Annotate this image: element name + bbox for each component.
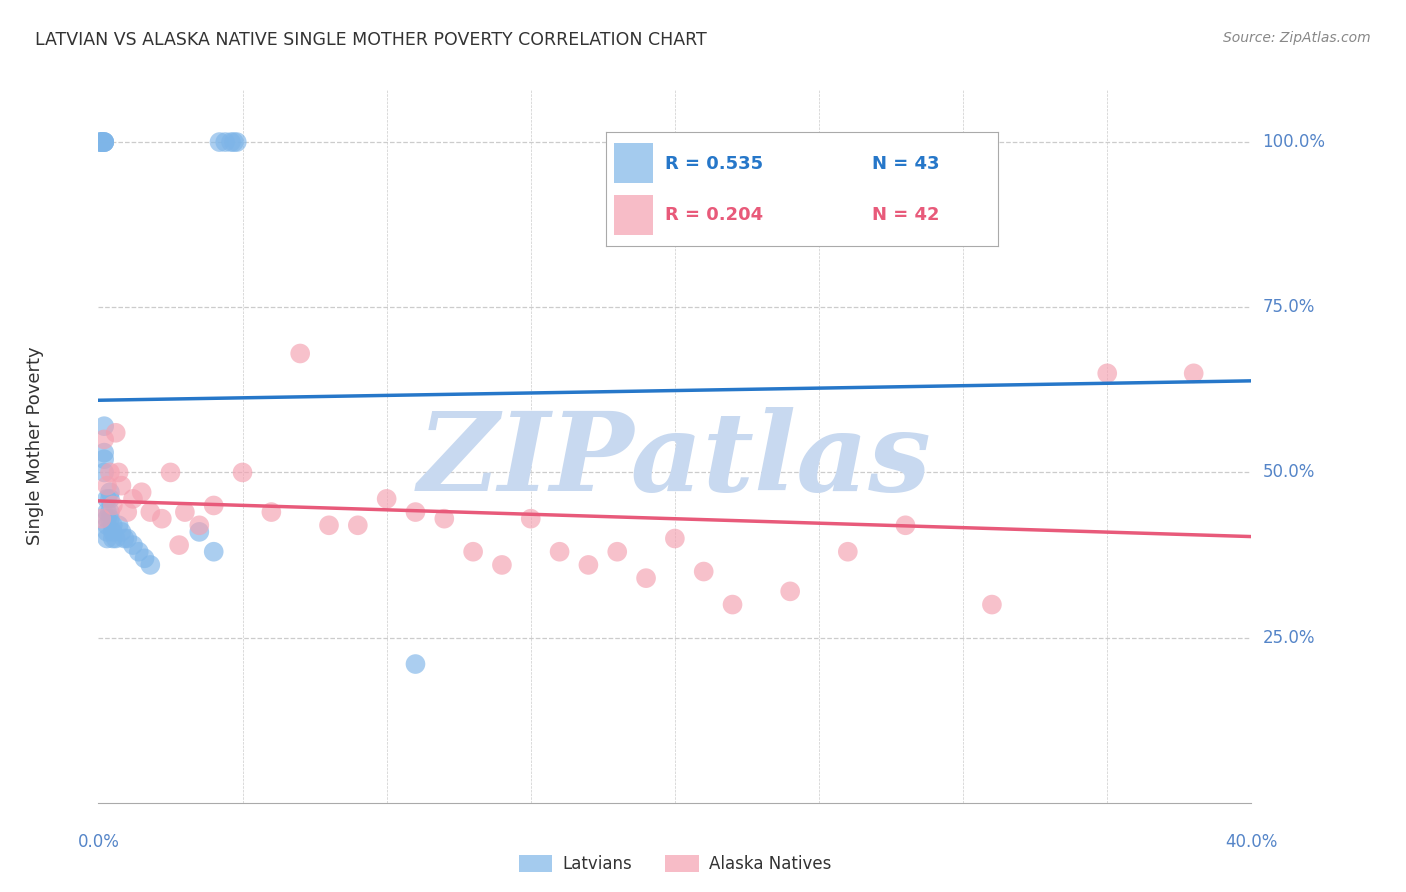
Text: 100.0%: 100.0% bbox=[1263, 133, 1326, 151]
Point bbox=[107, 518, 129, 533]
Point bbox=[90, 135, 112, 149]
Point bbox=[290, 346, 312, 360]
Point bbox=[433, 511, 456, 525]
Point bbox=[405, 505, 427, 519]
Text: 40.0%: 40.0% bbox=[1225, 833, 1278, 851]
Point bbox=[188, 518, 211, 533]
Point bbox=[96, 505, 118, 519]
Point bbox=[122, 491, 145, 506]
Point bbox=[214, 135, 236, 149]
Point bbox=[159, 466, 181, 480]
Point bbox=[260, 505, 283, 519]
Point bbox=[101, 524, 124, 539]
Point bbox=[837, 545, 859, 559]
Point bbox=[90, 135, 112, 149]
Point bbox=[150, 511, 173, 525]
Point bbox=[225, 135, 247, 149]
Point bbox=[93, 135, 115, 149]
Point bbox=[1097, 367, 1119, 381]
Point bbox=[93, 452, 115, 467]
Point bbox=[318, 518, 340, 533]
Point bbox=[167, 538, 190, 552]
Point bbox=[219, 135, 242, 149]
Point bbox=[222, 135, 245, 149]
Point bbox=[112, 532, 135, 546]
Point bbox=[131, 485, 153, 500]
Point bbox=[110, 478, 132, 492]
Point bbox=[101, 532, 124, 546]
Point bbox=[93, 135, 115, 149]
Point bbox=[779, 584, 801, 599]
Point bbox=[90, 135, 112, 149]
Point bbox=[139, 505, 162, 519]
Point bbox=[101, 518, 124, 533]
Point bbox=[96, 511, 118, 525]
Point bbox=[174, 505, 197, 519]
Point bbox=[93, 466, 115, 480]
Point bbox=[981, 598, 1004, 612]
Point bbox=[90, 135, 112, 149]
Point bbox=[636, 571, 658, 585]
Point bbox=[375, 491, 398, 506]
Point bbox=[461, 545, 484, 559]
Point bbox=[96, 532, 118, 546]
Point bbox=[98, 491, 121, 506]
Point bbox=[606, 545, 628, 559]
Point bbox=[93, 135, 115, 149]
Point bbox=[548, 545, 571, 559]
Text: 75.0%: 75.0% bbox=[1263, 298, 1315, 317]
Point bbox=[721, 598, 744, 612]
Point bbox=[139, 558, 162, 572]
Point bbox=[93, 135, 115, 149]
Point bbox=[208, 135, 231, 149]
Text: 50.0%: 50.0% bbox=[1263, 464, 1315, 482]
Point bbox=[104, 425, 127, 440]
Point bbox=[122, 538, 145, 552]
Point bbox=[110, 524, 132, 539]
Point bbox=[117, 505, 138, 519]
Point bbox=[107, 466, 129, 480]
Point bbox=[693, 565, 716, 579]
Point bbox=[188, 524, 211, 539]
Point bbox=[96, 491, 118, 506]
Point bbox=[664, 532, 686, 546]
Legend: Latvians, Alaska Natives: Latvians, Alaska Natives bbox=[512, 848, 838, 880]
Point bbox=[98, 466, 121, 480]
Point bbox=[90, 135, 112, 149]
Point bbox=[104, 532, 127, 546]
Point bbox=[93, 433, 115, 447]
Point bbox=[346, 518, 368, 533]
Point bbox=[134, 551, 156, 566]
Point bbox=[101, 499, 124, 513]
Point bbox=[96, 518, 118, 533]
Point bbox=[96, 478, 118, 492]
Text: 0.0%: 0.0% bbox=[77, 833, 120, 851]
Point bbox=[491, 558, 513, 572]
Text: ZIPatlas: ZIPatlas bbox=[418, 407, 932, 514]
Point bbox=[117, 532, 138, 546]
Point bbox=[578, 558, 600, 572]
Point bbox=[202, 545, 225, 559]
Point bbox=[405, 657, 427, 671]
Text: 25.0%: 25.0% bbox=[1263, 629, 1315, 647]
Point bbox=[98, 511, 121, 525]
Point bbox=[202, 499, 225, 513]
Point bbox=[128, 545, 150, 559]
Text: Source: ZipAtlas.com: Source: ZipAtlas.com bbox=[1223, 31, 1371, 45]
Point bbox=[98, 505, 121, 519]
Point bbox=[96, 524, 118, 539]
Point bbox=[894, 518, 917, 533]
Point bbox=[93, 445, 115, 459]
Point bbox=[93, 419, 115, 434]
Point bbox=[98, 485, 121, 500]
Text: LATVIAN VS ALASKA NATIVE SINGLE MOTHER POVERTY CORRELATION CHART: LATVIAN VS ALASKA NATIVE SINGLE MOTHER P… bbox=[35, 31, 707, 49]
Point bbox=[1182, 367, 1205, 381]
Point bbox=[90, 511, 112, 525]
Text: Single Mother Poverty: Single Mother Poverty bbox=[25, 347, 44, 545]
Point bbox=[520, 511, 543, 525]
Point bbox=[231, 466, 254, 480]
